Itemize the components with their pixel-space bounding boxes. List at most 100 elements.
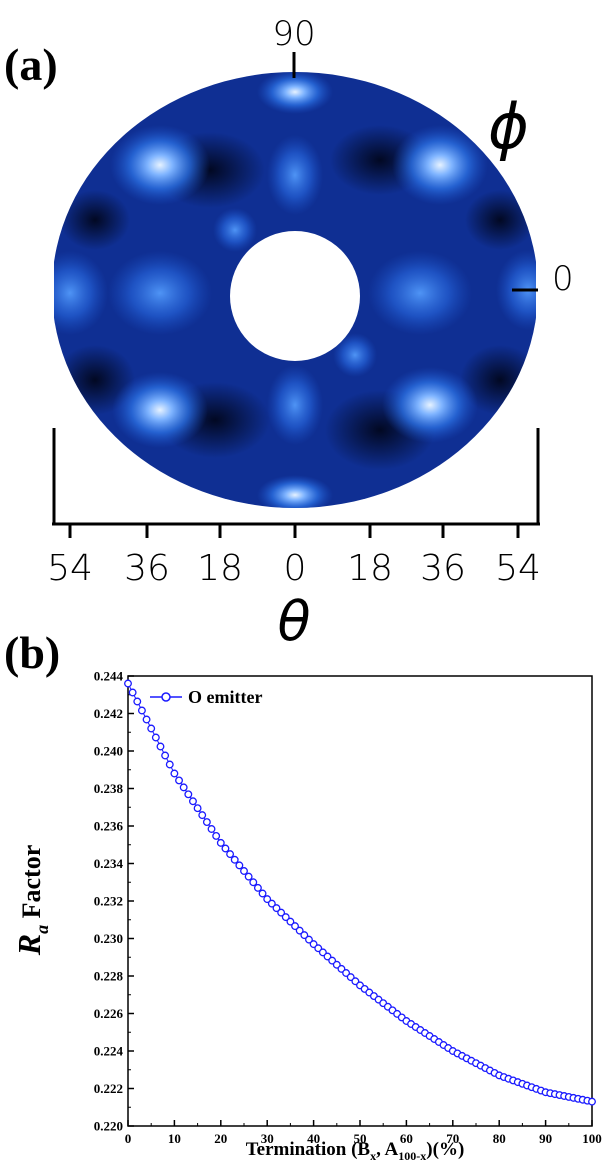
data-point	[221, 844, 230, 853]
theta-axis: 54 36 18 0 18 36 54	[47, 428, 541, 589]
data-point	[175, 776, 183, 785]
y-tick-label: 0.224	[94, 1044, 124, 1059]
data-point	[249, 878, 258, 887]
data-point	[235, 861, 244, 870]
y-axis-title: Ra Factor	[11, 845, 52, 956]
data-point	[133, 697, 142, 706]
x-tick-label: 90	[539, 1131, 552, 1146]
series-line	[127, 683, 593, 1103]
y-tick-label: 0.244	[94, 669, 124, 684]
legend-label: O emitter	[188, 687, 262, 707]
data-point	[161, 751, 170, 760]
map-peak	[112, 372, 208, 448]
phi-symbol: ϕ	[488, 90, 529, 163]
data-point	[272, 904, 281, 913]
data-point	[128, 688, 137, 697]
y-tick-label: 0.220	[94, 1119, 123, 1134]
x-axis-title-main: Termination (B	[246, 1139, 371, 1160]
data-point	[151, 733, 160, 742]
phi-tick-90: 90	[272, 14, 315, 54]
data-point	[305, 935, 313, 944]
data-point	[165, 760, 174, 769]
y-tick-label: 0.236	[94, 819, 124, 834]
theta-tick-label: 54	[495, 548, 541, 589]
r-factor-chart: 0.220 0.222 0.224 0.226 0.228 0.230 0.232 0.234…	[11, 669, 602, 1161]
legend-marker	[161, 692, 171, 702]
map-shadow	[60, 190, 130, 250]
y-axis-title-tail: Factor	[17, 845, 46, 925]
x-tick-label: 70	[446, 1131, 459, 1146]
panel-a-label: (a)	[4, 39, 58, 90]
x-tick-label: 60	[400, 1131, 413, 1146]
data-point	[277, 908, 286, 917]
map-peak	[257, 72, 333, 114]
map-peak	[257, 475, 333, 508]
polar-map	[40, 72, 550, 508]
data-point	[212, 831, 221, 840]
data-point	[295, 926, 304, 935]
y-axis-title-main: R	[11, 934, 47, 956]
theta-tick-label: 18	[197, 548, 243, 589]
x-axis-title: Termination (Bx, A100-x)(%)	[246, 1139, 465, 1161]
x-tick-label: 40	[307, 1131, 320, 1146]
x-tick-label: 80	[493, 1131, 506, 1146]
data-point	[170, 769, 179, 778]
data-point	[226, 850, 235, 859]
data-point	[300, 931, 309, 940]
x-axis-title-mid: , A	[376, 1139, 398, 1160]
y-tick-label: 0.242	[94, 706, 123, 721]
data-point	[240, 867, 248, 875]
map-peak	[267, 135, 323, 215]
data-point	[207, 825, 216, 833]
data-point	[124, 679, 132, 688]
map-edge-mask	[40, 180, 54, 400]
data-point	[267, 899, 276, 908]
theta-tick-label: 54	[47, 548, 93, 589]
y-tick-label: 0.222	[94, 1081, 123, 1096]
map-peak	[110, 125, 210, 205]
data-point	[179, 783, 188, 792]
x-tick-label: 100	[582, 1131, 602, 1146]
data-point	[263, 895, 272, 904]
x-tick-label: 0	[125, 1131, 132, 1146]
y-tick-label: 0.228	[94, 969, 124, 984]
y-ticks: 0.220 0.222 0.224 0.226 0.228 0.230 0.232 0.234…	[94, 669, 134, 1134]
map-edge-mask	[536, 180, 550, 400]
legend: O emitter	[150, 687, 262, 707]
x-axis-title-sub2: 100-x	[398, 1149, 426, 1161]
data-point	[291, 922, 299, 931]
map-center-hole	[230, 231, 360, 361]
y-tick-label: 0.230	[94, 931, 123, 946]
y-tick-label: 0.238	[94, 781, 124, 796]
series-markers	[124, 679, 596, 1106]
data-point	[202, 818, 211, 827]
data-point	[286, 917, 295, 926]
theta-tick-label: 0	[284, 548, 307, 589]
x-axis-title-sub1: x	[370, 1149, 376, 1161]
x-ticks: 0 10 20 30 40 50 60 70 80 90 100	[125, 1120, 602, 1146]
data-point	[147, 724, 156, 733]
y-axis-title-sub: a	[32, 925, 52, 934]
x-tick-label: 20	[214, 1131, 227, 1146]
map-peak	[267, 365, 323, 445]
map-peak	[392, 125, 488, 205]
data-point	[156, 742, 165, 751]
panel-b-label: (b)	[4, 627, 60, 678]
map-peak	[368, 251, 472, 335]
y-tick-label: 0.234	[94, 856, 124, 871]
data-point	[253, 883, 262, 892]
map-peak	[52, 251, 108, 335]
y-tick-label: 0.240	[94, 744, 123, 759]
data-point	[244, 872, 253, 881]
data-point	[189, 797, 197, 806]
map-peak	[213, 208, 257, 252]
theta-tick-label: 36	[124, 548, 170, 589]
y-tick-label: 0.226	[94, 1006, 124, 1021]
x-tick-label: 30	[261, 1131, 274, 1146]
map-peak	[333, 333, 377, 377]
plot-frame	[127, 675, 593, 1127]
data-point	[258, 889, 267, 898]
data-point	[216, 838, 225, 847]
x-tick-label: 10	[168, 1131, 181, 1146]
